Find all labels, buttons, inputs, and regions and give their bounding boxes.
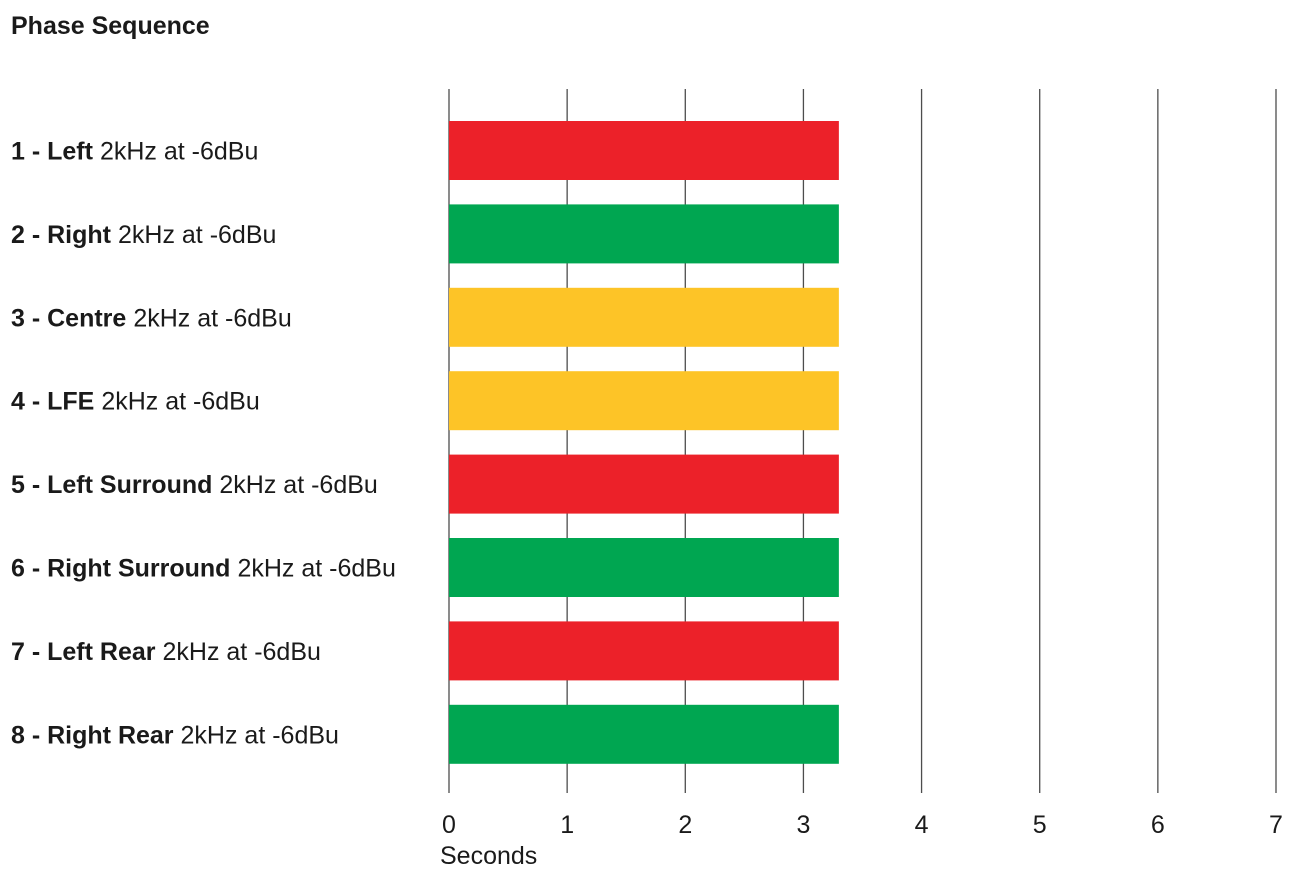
chart-title: Phase Sequence (11, 12, 210, 40)
row-detail: 2kHz at -6dBu (101, 388, 259, 416)
row-label-2: 2 - Right 2kHz at -6dBu (11, 221, 276, 249)
bar-3 (449, 287, 839, 347)
row-detail: 2kHz at -6dBu (237, 555, 395, 583)
gridlines (448, 89, 1277, 793)
row-label-5: 5 - Left Surround 2kHz at -6dBu (11, 471, 378, 499)
bars (449, 121, 839, 764)
bar-6 (449, 538, 839, 597)
row-detail: 2kHz at -6dBu (118, 221, 276, 249)
row-number: 1 - (11, 138, 47, 166)
bar-8 (449, 704, 839, 764)
row-label-6: 6 - Right Surround 2kHz at -6dBu (11, 555, 396, 583)
x-tick-label-4: 4 (915, 811, 929, 839)
bar-5 (449, 454, 839, 514)
row-number: 3 - (11, 304, 47, 332)
row-label-8: 8 - Right Rear 2kHz at -6dBu (11, 721, 339, 749)
bar-7 (449, 621, 839, 681)
x-axis-label: Seconds (440, 842, 537, 870)
row-channel-name: Right (47, 221, 112, 249)
x-tick-label-3: 3 (796, 811, 810, 839)
row-detail: 2kHz at -6dBu (100, 138, 258, 166)
bar-1 (449, 121, 839, 180)
row-number: 5 - (11, 471, 47, 499)
x-tick-label-0: 0 (442, 811, 456, 839)
row-number: 8 - (11, 721, 47, 749)
row-detail: 2kHz at -6dBu (163, 638, 321, 666)
row-label-4: 4 - LFE 2kHz at -6dBu (11, 388, 260, 416)
bar-4 (449, 371, 839, 431)
x-tick-label-5: 5 (1033, 811, 1047, 839)
x-tick-label-7: 7 (1269, 811, 1283, 839)
row-number: 2 - (11, 221, 47, 249)
row-channel-name: Left Surround (47, 471, 212, 499)
x-tick-label-1: 1 (560, 811, 574, 839)
row-channel-name: Left (47, 138, 94, 166)
row-channel-name: Centre (47, 304, 126, 332)
row-label-1: 1 - Left 2kHz at -6dBu (11, 138, 258, 166)
row-channel-name: Right Rear (47, 721, 174, 749)
row-label-3: 3 - Centre 2kHz at -6dBu (11, 304, 292, 332)
row-channel-name: Left Rear (47, 638, 156, 666)
x-tick-label-6: 6 (1151, 811, 1165, 839)
row-channel-name: LFE (47, 388, 94, 416)
x-tick-label-2: 2 (678, 811, 692, 839)
row-detail: 2kHz at -6dBu (133, 304, 291, 332)
row-channel-name: Right Surround (47, 555, 230, 583)
row-label-7: 7 - Left Rear 2kHz at -6dBu (11, 638, 321, 666)
row-number: 4 - (11, 388, 47, 416)
row-detail: 2kHz at -6dBu (219, 471, 377, 499)
bar-2 (449, 204, 839, 264)
row-number: 7 - (11, 638, 47, 666)
row-number: 6 - (11, 555, 47, 583)
row-detail: 2kHz at -6dBu (181, 721, 339, 749)
x-axis-tick-labels: 0 1 2 3 4 5 6 7 (442, 811, 1283, 839)
